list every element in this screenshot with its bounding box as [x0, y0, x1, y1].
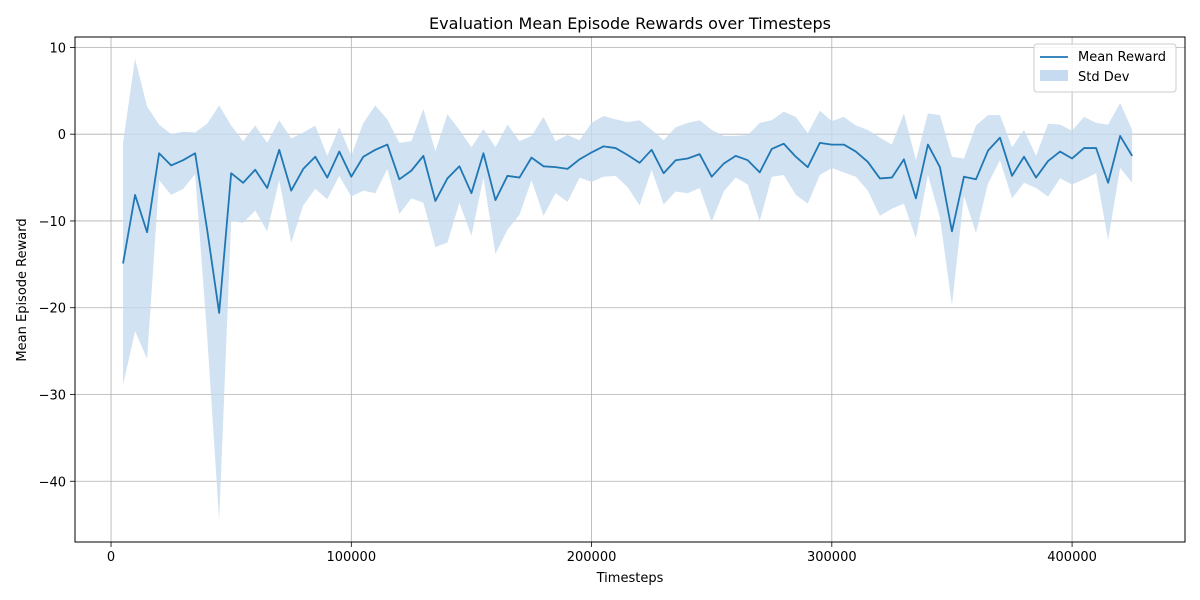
legend: Mean Reward Std Dev — [1033, 43, 1177, 93]
y-axis-label: Mean Episode Reward — [15, 218, 30, 361]
x-axis-ticks: 0 100000 200000 300000 400000 — [107, 542, 1097, 565]
y-tick-label: 10 — [49, 41, 66, 56]
x-tick-label: 200000 — [567, 550, 617, 565]
y-axis-ticks: −40 −30 −20 −10 0 10 — [39, 41, 75, 490]
legend-box — [1033, 43, 1177, 93]
std-dev-band — [123, 58, 1133, 521]
mean-reward-line — [122, 135, 1133, 314]
x-tick-label: 400000 — [1047, 550, 1097, 565]
y-tick-label: 0 — [58, 128, 66, 143]
std-dev-band-layer — [123, 58, 1133, 521]
mean-reward-line-layer — [122, 135, 1133, 314]
y-tick-label: −30 — [39, 388, 66, 403]
chart-title: Evaluation Mean Episode Rewards over Tim… — [429, 14, 831, 33]
legend-mean-reward-label: Mean Reward — [1078, 50, 1166, 65]
x-tick-label: 0 — [107, 550, 115, 565]
legend-std-dev-swatch — [1040, 70, 1068, 81]
x-tick-label: 100000 — [326, 550, 376, 565]
y-tick-label: −40 — [39, 475, 66, 490]
legend-std-dev-label: Std Dev — [1078, 70, 1130, 85]
x-axis-label: Timesteps — [596, 571, 664, 586]
y-tick-label: −20 — [39, 302, 66, 317]
x-tick-label: 300000 — [807, 550, 857, 565]
y-tick-label: −10 — [39, 215, 66, 230]
plot-frame — [74, 36, 1186, 543]
